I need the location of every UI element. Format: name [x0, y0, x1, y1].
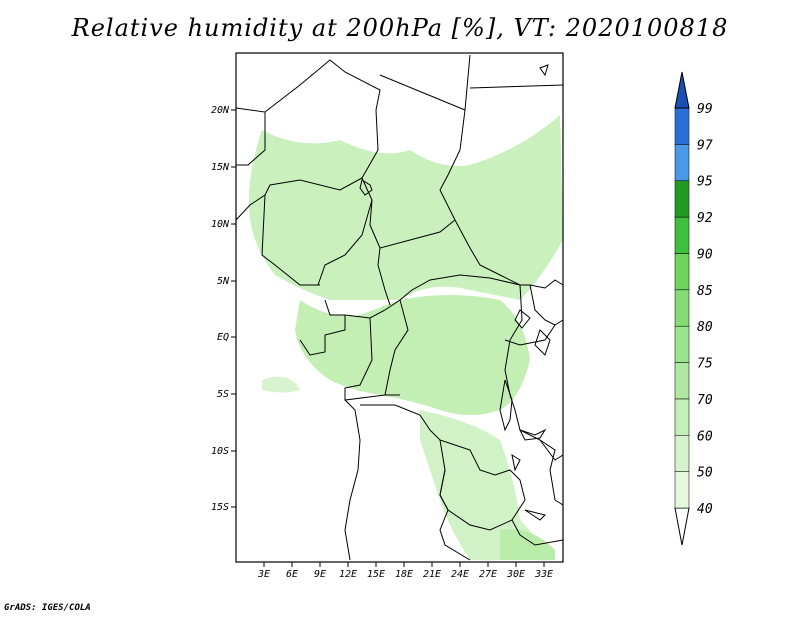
- colorbar-box: [674, 435, 690, 472]
- lon-tick-label: 33E: [534, 569, 553, 580]
- colorbar-box: [674, 180, 690, 218]
- longitude-axis: 3E 6E 9E 12E 15E 18E 21E 24E 27E 30E 33E: [257, 562, 553, 580]
- colorbar-box: [674, 253, 690, 291]
- colorbar-box: [674, 216, 690, 254]
- colorbar-label: 97: [697, 138, 713, 153]
- lat-tick-label: 5N: [217, 276, 230, 287]
- colorbar-lower-tip: [674, 507, 690, 546]
- lat-tick-label: 10N: [211, 219, 230, 230]
- map-frame: [235, 52, 564, 563]
- colorbar-box: [674, 471, 690, 509]
- colorbar-box: [674, 144, 690, 181]
- lakes: [359, 64, 551, 521]
- humidity-region-coast: [262, 376, 300, 393]
- colorbar: 40 50 60 70 75 80 85 90 92 95 97 99: [674, 71, 713, 546]
- colorbar-label: 60: [697, 429, 713, 444]
- lat-tick-label: 20N: [211, 105, 230, 116]
- colorbar-upper-tip: [674, 71, 690, 109]
- colorbar-box: [674, 325, 690, 363]
- humidity-region-southeast: [500, 529, 555, 560]
- lon-tick-label: 12E: [339, 569, 357, 580]
- colorbar-box: [674, 107, 690, 145]
- lat-tick-label: 10S: [211, 446, 229, 457]
- lon-tick-label: 24E: [451, 569, 469, 580]
- humidity-region-south: [420, 410, 550, 560]
- lat-tick-label: EQ: [217, 332, 229, 343]
- credit-label: GrADS: IGES/COLA: [4, 603, 91, 613]
- map-title: Relative humidity at 200hPa [%], VT: 202…: [71, 14, 729, 42]
- humidity-field: [248, 115, 563, 560]
- colorbar-label: 90: [697, 247, 713, 262]
- colorbar-label: 40: [697, 502, 713, 517]
- lat-tick-label: 15N: [211, 162, 230, 173]
- colorbar-box: [674, 398, 690, 436]
- country-borders: [235, 54, 564, 561]
- lon-tick-label: 30E: [506, 569, 525, 580]
- colorbar-label: 50: [697, 466, 713, 481]
- lon-tick-label: 9E: [314, 569, 326, 580]
- humidity-region-north: [248, 115, 563, 300]
- colorbar-label: 80: [697, 320, 713, 335]
- lon-tick-label: 21E: [423, 569, 441, 580]
- lat-tick-label: 5S: [217, 389, 229, 400]
- lon-tick-label: 27E: [479, 569, 497, 580]
- colorbar-label: 99: [697, 102, 713, 117]
- colorbar-box: [674, 362, 690, 400]
- lon-tick-label: 18E: [395, 569, 413, 580]
- lon-tick-label: 6E: [286, 569, 298, 580]
- colorbar-label: 75: [697, 357, 713, 372]
- colorbar-box: [674, 289, 690, 327]
- colorbar-label: 70: [697, 393, 713, 408]
- humidity-region-center: [295, 295, 530, 415]
- colorbar-label: 92: [697, 211, 713, 226]
- lon-tick-label: 15E: [367, 569, 385, 580]
- latitude-axis: 20N 15N 10N 5N EQ 5S 10S 15S: [211, 105, 236, 513]
- colorbar-label: 95: [697, 175, 713, 190]
- colorbar-label: 85: [697, 284, 713, 299]
- lon-tick-label: 3E: [257, 569, 270, 580]
- lat-tick-label: 15S: [211, 502, 229, 513]
